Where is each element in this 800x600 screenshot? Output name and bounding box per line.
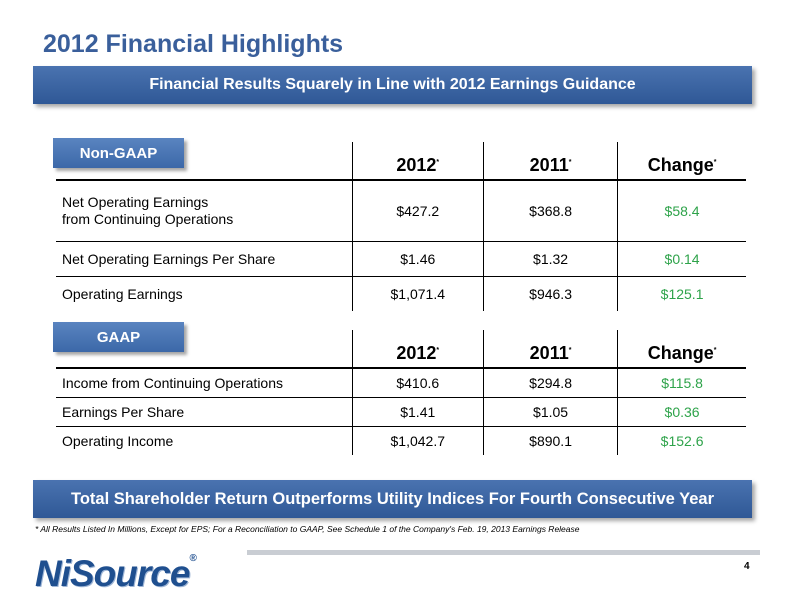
footnote: * All Results Listed In Millions, Except… [35,524,580,534]
value-2012: $1.41 [351,397,484,427]
table-row: Operating Earnings $1,071.4 $946.3 $125.… [56,276,746,311]
table-row: Operating Income $1,042.7 $890.1 $152.6 [56,426,746,455]
non-gaap-table: 2012* 2011* Change* Net Operating Earnin… [56,142,746,311]
header-empty [56,142,353,181]
value-change: $115.8 [617,368,746,398]
value-change: $0.14 [617,241,746,277]
row-label: Earnings Per Share [56,397,353,427]
value-2011: $1.32 [482,241,618,277]
value-change: $0.36 [617,397,746,427]
header-change: Change* [617,142,746,181]
value-2012: $1.46 [351,241,484,277]
table-row: Net Operating Earnings from Continuing Op… [56,180,746,242]
value-2011: $294.8 [482,368,618,398]
value-2012: $410.6 [351,368,484,398]
header-2012: 2012* [351,142,484,181]
value-2012: $1,042.7 [351,426,484,455]
row-label: Income from Continuing Operations [56,368,353,398]
registered-mark: ® [189,553,197,564]
gaap-table: 2012* 2011* Change* Income from Continui… [56,330,746,455]
header-2012: 2012* [351,330,484,369]
value-change: $125.1 [617,276,746,311]
value-2011: $1.05 [482,397,618,427]
row-label: Operating Earnings [62,285,183,302]
value-change: $58.4 [617,180,746,242]
value-2011: $368.8 [482,180,618,242]
value-2011: $890.1 [482,426,618,455]
header-change: Change* [617,330,746,369]
row-label: Net Operating Earnings Per Share [56,241,353,277]
value-2011: $946.3 [482,276,618,311]
bottom-banner: Total Shareholder Return Outperforms Uti… [33,480,752,518]
header-2011: 2011* [482,142,618,181]
logo-text: NiSource [35,553,190,594]
page-title: 2012 Financial Highlights [43,30,344,58]
value-2012: $1,071.4 [351,276,484,311]
header-2011: 2011* [482,330,618,369]
row-label: Net Operating Earnings from Continuing Op… [56,180,353,242]
value-change: $152.6 [617,426,746,455]
footer-divider [247,550,760,555]
table-header-row: 2012* 2011* Change* [56,330,746,369]
table-row: Earnings Per Share $1.41 $1.05 $0.36 [56,397,746,427]
row-label: Operating Income [62,432,174,449]
table-header-row: 2012* 2011* Change* [56,142,746,181]
header-empty [56,330,353,369]
page-number: 4 [744,561,750,572]
company-logo: NiSource® [35,553,197,595]
table-row: Income from Continuing Operations $410.6… [56,368,746,398]
value-2012: $427.2 [351,180,484,242]
top-banner: Financial Results Squarely in Line with … [33,66,752,104]
table-row: Net Operating Earnings Per Share $1.46 $… [56,241,746,277]
